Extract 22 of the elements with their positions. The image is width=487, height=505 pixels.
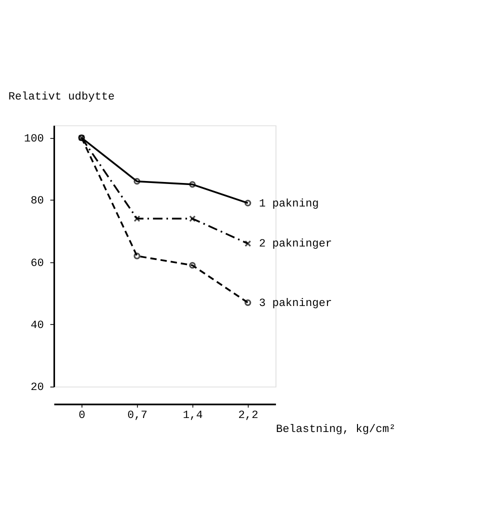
y-tick-label: 60 — [30, 258, 44, 270]
series-label: 3 pakninger — [258, 296, 332, 310]
y-tick-label: 100 — [24, 133, 44, 146]
y-tick-label: 40 — [30, 320, 44, 332]
series-label: 2 pakninger — [258, 238, 332, 251]
y-tick-label: 20 — [30, 382, 44, 394]
x-tick-label: 2,2 — [238, 410, 258, 422]
series-label: 1 pakning — [258, 197, 319, 210]
point — [134, 178, 140, 185]
point — [134, 215, 140, 222]
point — [189, 262, 196, 269]
point — [244, 299, 252, 306]
y-axis-title: Relativt udbytte — [8, 90, 115, 104]
x-tick-label: 0,7 — [127, 410, 148, 422]
point — [189, 215, 196, 222]
y-tick-label: 80 — [30, 196, 44, 208]
point — [244, 240, 252, 247]
point — [189, 181, 196, 188]
x-tick-label: 0 — [78, 410, 86, 422]
point — [134, 252, 140, 260]
x-axis-title: Belastning, kg/cm² — [276, 423, 396, 436]
x-tick-label: 1,4 — [182, 410, 204, 422]
